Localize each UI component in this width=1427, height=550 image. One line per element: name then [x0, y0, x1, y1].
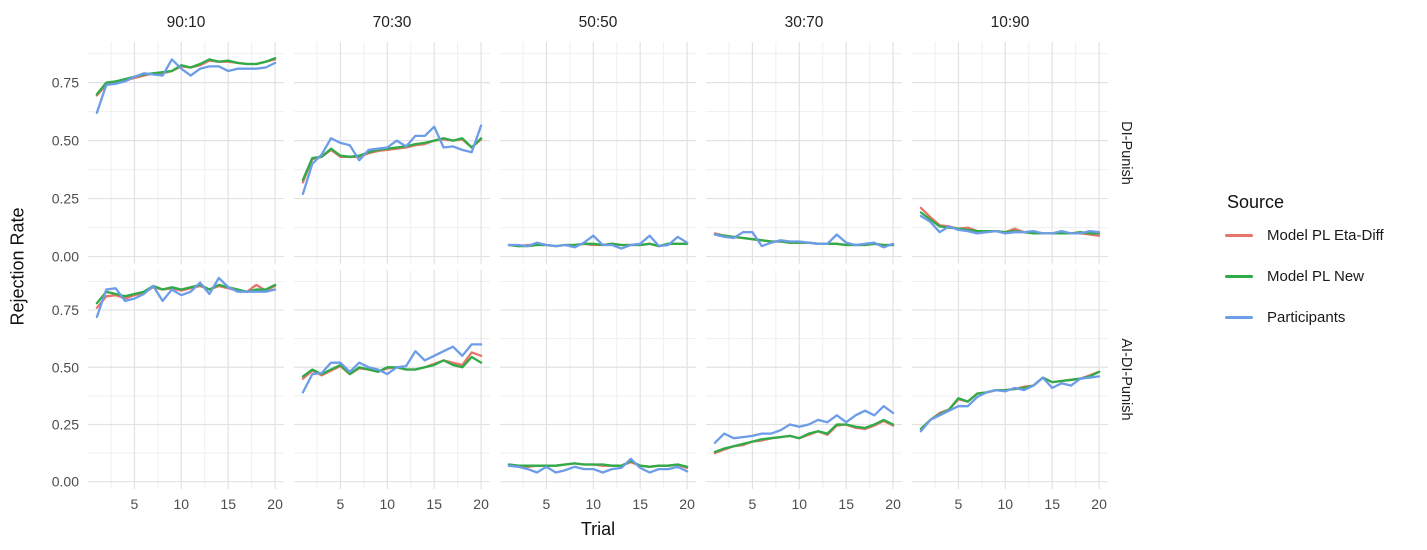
axis-tick-label-x: 20: [1091, 496, 1107, 512]
facet-panel: [294, 42, 490, 264]
facet-panel: [912, 270, 1108, 489]
axis-tick-label-x: 5: [543, 496, 551, 512]
facet-panel: [706, 42, 902, 264]
legend-item-model-pl-new: Model PL New: [1225, 268, 1384, 285]
axis-tick-label-x: 10: [174, 496, 190, 512]
legend-key-line-blue: [1225, 316, 1253, 319]
axis-tick-label-y: 0.25: [52, 191, 79, 207]
series-line-model-pl-new: [507, 459, 689, 468]
axis-tick-label-y: 0.50: [52, 133, 79, 149]
series-line-participants: [507, 457, 689, 474]
facet-col-label: 90:10: [167, 14, 206, 31]
facet-row-label: AI-DI-Punish: [1118, 338, 1134, 420]
axis-tick-label-y: 0.00: [52, 249, 79, 265]
facet-panel: [500, 42, 696, 264]
axis-tick-label-x: 5: [131, 496, 139, 512]
facet-col-label: 30:70: [785, 14, 824, 31]
axis-tick-label-y: 0.50: [52, 359, 79, 375]
axis-tick-label-y: 0.75: [52, 75, 79, 91]
legend-label: Model PL New: [1267, 268, 1364, 285]
series-line-participants: [507, 234, 689, 250]
axis-tick-label-y: 0.25: [52, 416, 79, 432]
series-line-participants: [95, 276, 277, 319]
facet-panel: [88, 42, 284, 264]
axis-tick-label-y: 0.00: [52, 474, 79, 490]
axis-tick-label-x: 15: [220, 496, 236, 512]
y-axis-title: Rejection Rate: [7, 206, 28, 326]
facet-panel: [500, 270, 696, 489]
axis-tick-label-x: 15: [838, 496, 854, 512]
axis-tick-label-x: 15: [426, 496, 442, 512]
legend-key-line-red: [1225, 234, 1253, 237]
series-line-participants: [713, 231, 895, 249]
series-line-model-pl-new: [95, 57, 277, 96]
series-line-model-pl-new: [919, 370, 1101, 431]
legend: Source Model PL Eta-Diff Model PL New Pa…: [1225, 192, 1384, 350]
series-line-participants: [713, 405, 895, 444]
facet-row-label: DI-Punish: [1118, 121, 1134, 185]
facet-panel: [706, 270, 902, 489]
legend-key-line-green: [1225, 275, 1253, 278]
facet-panel: [88, 270, 284, 489]
facet-col-label: 50:50: [579, 14, 618, 31]
facet-col-label: 70:30: [373, 14, 412, 31]
axis-tick-label-y: 0.75: [52, 302, 79, 318]
axis-tick-label-x: 10: [998, 496, 1014, 512]
series-line-participants: [919, 214, 1101, 235]
axis-tick-label-x: 5: [955, 496, 963, 512]
axis-tick-label-x: 15: [1044, 496, 1060, 512]
axis-tick-label-x: 20: [473, 496, 489, 512]
legend-label: Model PL Eta-Diff: [1267, 227, 1384, 244]
axis-tick-label-x: 20: [885, 496, 901, 512]
axis-tick-label-x: 10: [792, 496, 808, 512]
axis-tick-label-x: 10: [586, 496, 602, 512]
axis-tick-label-x: 10: [380, 496, 396, 512]
axis-tick-label-x: 15: [632, 496, 648, 512]
facet-panel: [294, 270, 490, 489]
x-axis-title: Trial: [580, 519, 616, 539]
series-line-participants: [95, 58, 277, 114]
facet-col-label: 10:90: [991, 14, 1030, 31]
legend-label: Participants: [1267, 309, 1346, 326]
legend-item-model-pl-eta-diff: Model PL Eta-Diff: [1225, 227, 1384, 244]
series-line-model-pl-new: [713, 418, 895, 454]
facet-panel: [912, 42, 1108, 264]
series-line-participants: [301, 343, 483, 394]
axis-tick-label-x: 5: [337, 496, 345, 512]
axis-tick-label-x: 20: [679, 496, 695, 512]
axis-tick-label-x: 20: [267, 496, 283, 512]
series-line-model-pl-new: [301, 355, 483, 378]
legend-title: Source: [1227, 192, 1285, 212]
series-line-participants: [919, 375, 1101, 433]
series-line-model-pl-new: [301, 137, 483, 182]
legend-item-participants: Participants: [1225, 309, 1384, 326]
series-line-participants: [301, 124, 483, 196]
axis-tick-label-x: 5: [749, 496, 757, 512]
